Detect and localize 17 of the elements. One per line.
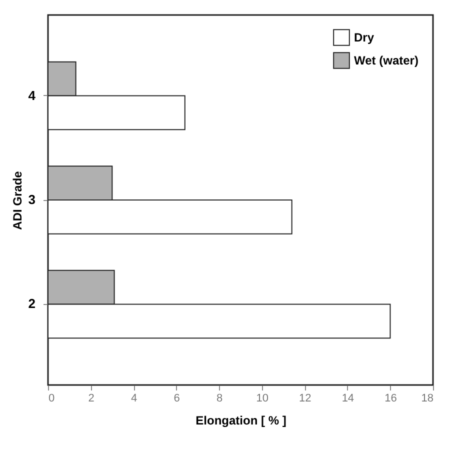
y-axis-title: ADI Grade <box>10 170 24 230</box>
x-tick-label: 12 <box>299 392 312 404</box>
x-tick-label: 2 <box>88 392 94 404</box>
x-axis-title: Elongation [ % ] <box>196 414 286 428</box>
legend-label: Dry <box>354 30 374 44</box>
x-tick-label: 6 <box>174 392 180 404</box>
x-tick-label: 0 <box>48 392 55 404</box>
y-tick-label: 2 <box>28 296 36 312</box>
x-tick-label: 16 <box>384 392 397 404</box>
x-tick-label: 18 <box>421 392 434 404</box>
y-tick-label: 3 <box>28 192 36 207</box>
x-tick-label: 4 <box>130 392 138 404</box>
y-tick-label: 4 <box>28 88 36 103</box>
x-tick-label: 14 <box>342 392 354 404</box>
x-tick-label: 8 <box>216 392 223 404</box>
x-tick-label: 10 <box>256 392 269 404</box>
legend-label: Wet (water) <box>354 54 418 68</box>
